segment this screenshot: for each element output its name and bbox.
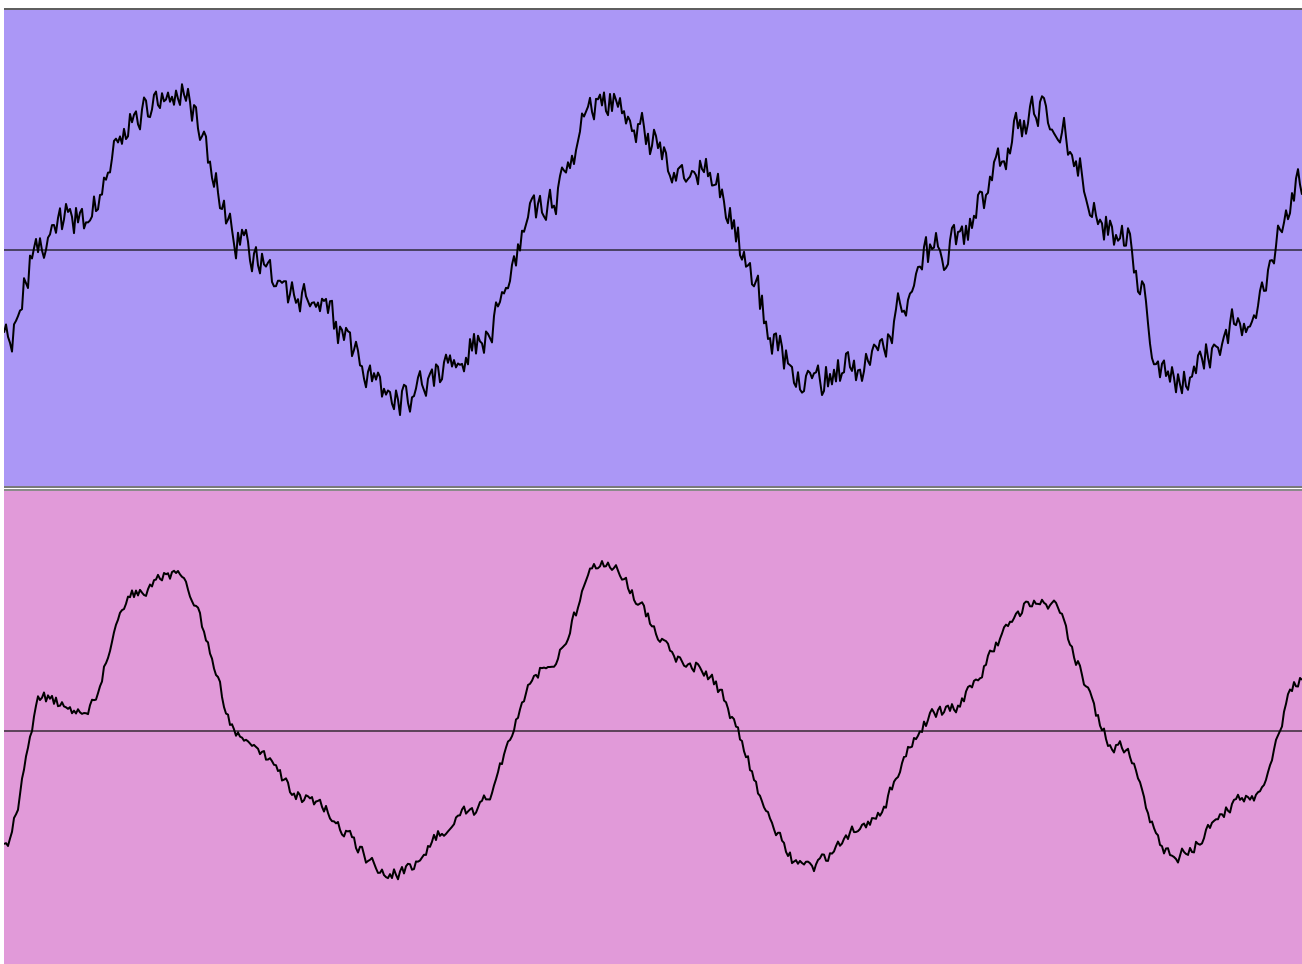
audio-track-1[interactable]	[4, 8, 1302, 488]
audio-track-2[interactable]	[4, 489, 1302, 964]
waveform-path-2	[4, 560, 1302, 881]
waveform-2	[4, 560, 1302, 881]
waveform-1	[4, 83, 1302, 416]
waveform-path-1	[4, 83, 1302, 416]
window-top-edge	[0, 0, 1302, 8]
